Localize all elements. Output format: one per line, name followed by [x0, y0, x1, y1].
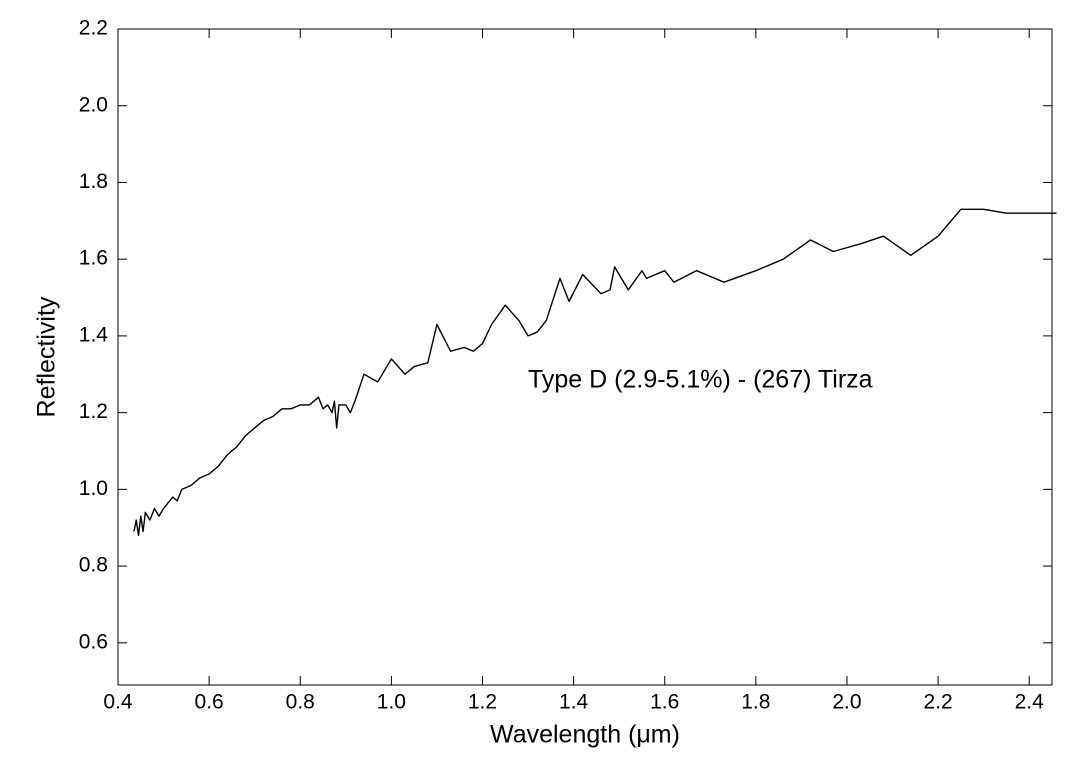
x-tick-label: 0.8: [286, 691, 315, 714]
y-tick-label: 0.8: [79, 554, 108, 577]
y-tick-label: 1.0: [79, 477, 108, 500]
annotation: Type D (2.9-5.1%) - (267) Tirza: [528, 366, 873, 394]
y-tick-label: 1.2: [79, 400, 108, 423]
y-tick-label: 2.0: [79, 93, 108, 116]
y-axis-label: Reflectivity: [33, 296, 61, 417]
x-axis-label: Wavelength (μm): [490, 721, 680, 749]
x-tick-label: 2.2: [923, 691, 952, 714]
x-tick-label: 1.8: [741, 691, 770, 714]
y-tick-label: 1.6: [79, 247, 108, 270]
y-tick-label: 0.6: [79, 630, 108, 653]
x-tick-label: 0.4: [103, 691, 133, 714]
x-tick-label: 1.6: [650, 691, 679, 714]
data-line: [133, 208, 1057, 537]
x-tick-label: 1.4: [559, 691, 589, 714]
y-tick-label: 1.4: [79, 323, 109, 346]
y-tick-label: 1.8: [79, 170, 108, 193]
x-tick-label: 1.0: [377, 691, 406, 714]
x-tick-label: 1.2: [468, 691, 497, 714]
x-tick-label: 2.4: [1015, 691, 1045, 714]
x-tick-label: 2.0: [832, 691, 861, 714]
y-tick-label: 2.2: [79, 17, 108, 40]
plot-frame: [117, 28, 1053, 686]
x-tick-label: 0.6: [195, 691, 224, 714]
